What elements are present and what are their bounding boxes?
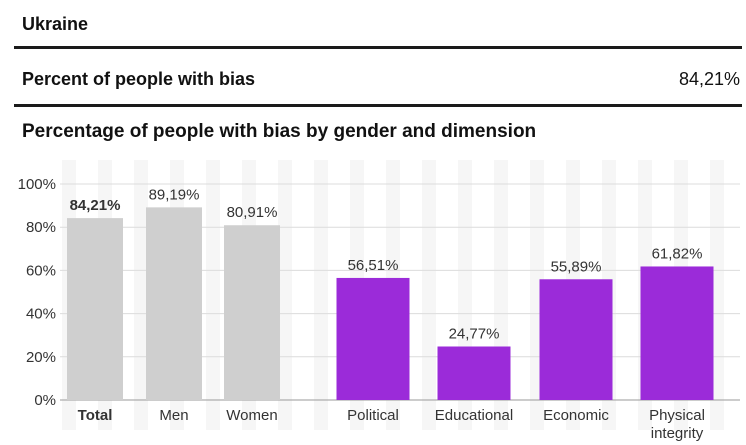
- category-label: Women: [226, 407, 277, 424]
- bar: [146, 207, 202, 400]
- divider: [14, 104, 742, 107]
- data-label: 55,89%: [551, 258, 602, 275]
- background-stripe: [206, 160, 220, 430]
- metric-value: 84,21%: [678, 69, 740, 89]
- chart-title: Percentage of people with bias by gender…: [22, 121, 537, 142]
- background-stripe: [422, 160, 436, 430]
- bar: [67, 218, 123, 400]
- data-label: 84,21%: [70, 197, 121, 214]
- bar-chart: 0% 20% 40% 60% 80% 100% 84,21% Total 89,19% Men 80…: [18, 160, 740, 442]
- country-title: Ukraine: [22, 14, 89, 34]
- metric-label: Percent of people with bias: [22, 69, 256, 89]
- y-tick-label: 60%: [26, 262, 56, 279]
- bar: [539, 279, 613, 400]
- data-label: 61,82%: [652, 245, 703, 262]
- category-label: Political: [347, 407, 399, 424]
- bar: [640, 266, 714, 400]
- y-tick-label: 80%: [26, 219, 56, 236]
- data-label: 80,91%: [227, 204, 278, 221]
- data-label: 24,77%: [449, 325, 500, 342]
- bar: [336, 277, 410, 400]
- y-tick-label: 40%: [26, 306, 56, 323]
- bar: [224, 225, 280, 400]
- category-label: Economic: [543, 407, 609, 424]
- category-label: Physical integrity: [649, 407, 705, 442]
- bar: [437, 346, 511, 400]
- y-tick-label: 100%: [18, 176, 56, 193]
- background-stripe: [278, 160, 292, 430]
- category-label: Men: [159, 407, 188, 424]
- data-label: 89,19%: [149, 186, 200, 203]
- divider: [14, 46, 742, 49]
- y-tick-label: 20%: [26, 349, 56, 366]
- category-label: Total: [78, 407, 113, 424]
- background-stripe: [134, 160, 148, 430]
- data-label: 56,51%: [348, 257, 399, 274]
- category-label: Educational: [435, 407, 513, 424]
- y-tick-label: 0%: [34, 392, 56, 409]
- background-stripe: [314, 160, 328, 430]
